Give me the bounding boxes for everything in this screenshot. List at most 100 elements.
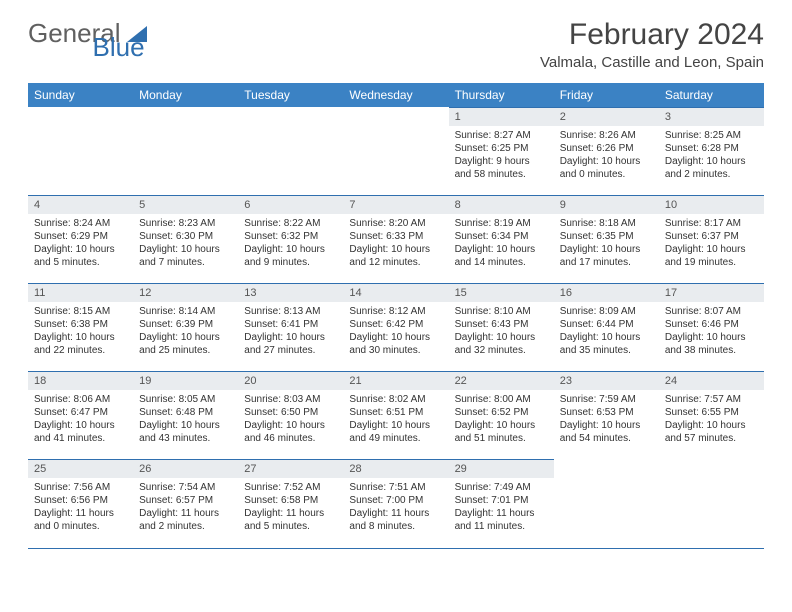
weekday-header: Wednesday xyxy=(343,83,448,107)
table-bottom-border xyxy=(28,547,764,549)
day-number: 23 xyxy=(554,371,659,390)
day-details: Sunrise: 8:25 AMSunset: 6:28 PMDaylight:… xyxy=(659,126,764,185)
day-details: Sunrise: 7:52 AMSunset: 6:58 PMDaylight:… xyxy=(238,478,343,537)
day-number: 26 xyxy=(133,459,238,478)
day-cell: 11Sunrise: 8:15 AMSunset: 6:38 PMDayligh… xyxy=(28,283,133,371)
day-details: Sunrise: 8:20 AMSunset: 6:33 PMDaylight:… xyxy=(343,214,448,273)
day-cell: 3Sunrise: 8:25 AMSunset: 6:28 PMDaylight… xyxy=(659,107,764,195)
day-number: 21 xyxy=(343,371,448,390)
empty-cell xyxy=(659,459,764,547)
day-number: 5 xyxy=(133,195,238,214)
day-cell: 27Sunrise: 7:52 AMSunset: 6:58 PMDayligh… xyxy=(238,459,343,547)
day-details: Sunrise: 7:49 AMSunset: 7:01 PMDaylight:… xyxy=(449,478,554,537)
day-details: Sunrise: 8:26 AMSunset: 6:26 PMDaylight:… xyxy=(554,126,659,185)
day-number: 10 xyxy=(659,195,764,214)
day-number: 3 xyxy=(659,107,764,126)
day-details: Sunrise: 8:23 AMSunset: 6:30 PMDaylight:… xyxy=(133,214,238,273)
day-number: 13 xyxy=(238,283,343,302)
logo-text-2: Blue xyxy=(93,32,145,62)
day-details: Sunrise: 8:14 AMSunset: 6:39 PMDaylight:… xyxy=(133,302,238,361)
day-details: Sunrise: 7:51 AMSunset: 7:00 PMDaylight:… xyxy=(343,478,448,537)
day-cell: 7Sunrise: 8:20 AMSunset: 6:33 PMDaylight… xyxy=(343,195,448,283)
day-cell: 20Sunrise: 8:03 AMSunset: 6:50 PMDayligh… xyxy=(238,371,343,459)
day-details: Sunrise: 7:59 AMSunset: 6:53 PMDaylight:… xyxy=(554,390,659,449)
day-cell: 17Sunrise: 8:07 AMSunset: 6:46 PMDayligh… xyxy=(659,283,764,371)
day-number: 9 xyxy=(554,195,659,214)
day-number: 7 xyxy=(343,195,448,214)
day-number: 8 xyxy=(449,195,554,214)
day-details: Sunrise: 8:09 AMSunset: 6:44 PMDaylight:… xyxy=(554,302,659,361)
day-details: Sunrise: 8:15 AMSunset: 6:38 PMDaylight:… xyxy=(28,302,133,361)
day-number: 15 xyxy=(449,283,554,302)
day-details: Sunrise: 8:06 AMSunset: 6:47 PMDaylight:… xyxy=(28,390,133,449)
title-block: February 2024 Valmala, Castille and Leon… xyxy=(540,18,764,71)
day-number: 14 xyxy=(343,283,448,302)
calendar-table: SundayMondayTuesdayWednesdayThursdayFrid… xyxy=(28,83,764,549)
day-details: Sunrise: 8:05 AMSunset: 6:48 PMDaylight:… xyxy=(133,390,238,449)
logo: General Blue xyxy=(28,18,203,49)
day-details: Sunrise: 8:12 AMSunset: 6:42 PMDaylight:… xyxy=(343,302,448,361)
day-details: Sunrise: 8:24 AMSunset: 6:29 PMDaylight:… xyxy=(28,214,133,273)
calendar-row: 25Sunrise: 7:56 AMSunset: 6:56 PMDayligh… xyxy=(28,459,764,547)
day-cell: 28Sunrise: 7:51 AMSunset: 7:00 PMDayligh… xyxy=(343,459,448,547)
day-number: 25 xyxy=(28,459,133,478)
weekday-header: Tuesday xyxy=(238,83,343,107)
day-details: Sunrise: 8:10 AMSunset: 6:43 PMDaylight:… xyxy=(449,302,554,361)
page-title: February 2024 xyxy=(540,18,764,52)
day-cell: 1Sunrise: 8:27 AMSunset: 6:25 PMDaylight… xyxy=(449,107,554,195)
day-number: 18 xyxy=(28,371,133,390)
empty-cell xyxy=(343,107,448,195)
empty-cell xyxy=(28,107,133,195)
calendar-row: 1Sunrise: 8:27 AMSunset: 6:25 PMDaylight… xyxy=(28,107,764,195)
day-cell: 21Sunrise: 8:02 AMSunset: 6:51 PMDayligh… xyxy=(343,371,448,459)
day-cell: 18Sunrise: 8:06 AMSunset: 6:47 PMDayligh… xyxy=(28,371,133,459)
weekday-header: Thursday xyxy=(449,83,554,107)
empty-cell xyxy=(133,107,238,195)
empty-cell xyxy=(238,107,343,195)
day-details: Sunrise: 8:22 AMSunset: 6:32 PMDaylight:… xyxy=(238,214,343,273)
weekday-header: Monday xyxy=(133,83,238,107)
day-cell: 25Sunrise: 7:56 AMSunset: 6:56 PMDayligh… xyxy=(28,459,133,547)
day-cell: 22Sunrise: 8:00 AMSunset: 6:52 PMDayligh… xyxy=(449,371,554,459)
day-number: 27 xyxy=(238,459,343,478)
day-cell: 2Sunrise: 8:26 AMSunset: 6:26 PMDaylight… xyxy=(554,107,659,195)
day-number: 12 xyxy=(133,283,238,302)
day-details: Sunrise: 8:19 AMSunset: 6:34 PMDaylight:… xyxy=(449,214,554,273)
day-cell: 9Sunrise: 8:18 AMSunset: 6:35 PMDaylight… xyxy=(554,195,659,283)
day-details: Sunrise: 7:57 AMSunset: 6:55 PMDaylight:… xyxy=(659,390,764,449)
day-cell: 5Sunrise: 8:23 AMSunset: 6:30 PMDaylight… xyxy=(133,195,238,283)
day-number: 11 xyxy=(28,283,133,302)
day-number: 17 xyxy=(659,283,764,302)
day-number: 20 xyxy=(238,371,343,390)
day-cell: 14Sunrise: 8:12 AMSunset: 6:42 PMDayligh… xyxy=(343,283,448,371)
day-cell: 16Sunrise: 8:09 AMSunset: 6:44 PMDayligh… xyxy=(554,283,659,371)
day-cell: 12Sunrise: 8:14 AMSunset: 6:39 PMDayligh… xyxy=(133,283,238,371)
day-details: Sunrise: 8:27 AMSunset: 6:25 PMDaylight:… xyxy=(449,126,554,185)
day-number: 24 xyxy=(659,371,764,390)
day-number: 1 xyxy=(449,107,554,126)
day-cell: 8Sunrise: 8:19 AMSunset: 6:34 PMDaylight… xyxy=(449,195,554,283)
empty-cell xyxy=(554,459,659,547)
calendar-row: 18Sunrise: 8:06 AMSunset: 6:47 PMDayligh… xyxy=(28,371,764,459)
calendar-row: 11Sunrise: 8:15 AMSunset: 6:38 PMDayligh… xyxy=(28,283,764,371)
day-number: 29 xyxy=(449,459,554,478)
weekday-header: Saturday xyxy=(659,83,764,107)
day-number: 16 xyxy=(554,283,659,302)
day-details: Sunrise: 8:03 AMSunset: 6:50 PMDaylight:… xyxy=(238,390,343,449)
day-cell: 26Sunrise: 7:54 AMSunset: 6:57 PMDayligh… xyxy=(133,459,238,547)
day-number: 6 xyxy=(238,195,343,214)
day-details: Sunrise: 8:02 AMSunset: 6:51 PMDaylight:… xyxy=(343,390,448,449)
day-cell: 15Sunrise: 8:10 AMSunset: 6:43 PMDayligh… xyxy=(449,283,554,371)
day-number: 19 xyxy=(133,371,238,390)
day-number: 2 xyxy=(554,107,659,126)
day-cell: 24Sunrise: 7:57 AMSunset: 6:55 PMDayligh… xyxy=(659,371,764,459)
day-cell: 23Sunrise: 7:59 AMSunset: 6:53 PMDayligh… xyxy=(554,371,659,459)
day-cell: 29Sunrise: 7:49 AMSunset: 7:01 PMDayligh… xyxy=(449,459,554,547)
day-details: Sunrise: 8:13 AMSunset: 6:41 PMDaylight:… xyxy=(238,302,343,361)
header: General Blue February 2024 Valmala, Cast… xyxy=(28,18,764,71)
day-details: Sunrise: 7:54 AMSunset: 6:57 PMDaylight:… xyxy=(133,478,238,537)
weekday-header: Sunday xyxy=(28,83,133,107)
day-details: Sunrise: 7:56 AMSunset: 6:56 PMDaylight:… xyxy=(28,478,133,537)
location-text: Valmala, Castille and Leon, Spain xyxy=(540,54,764,71)
day-cell: 4Sunrise: 8:24 AMSunset: 6:29 PMDaylight… xyxy=(28,195,133,283)
